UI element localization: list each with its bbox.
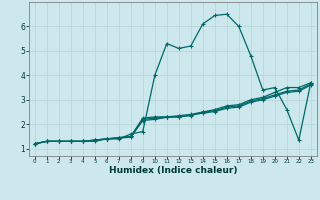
X-axis label: Humidex (Indice chaleur): Humidex (Indice chaleur)	[108, 166, 237, 175]
